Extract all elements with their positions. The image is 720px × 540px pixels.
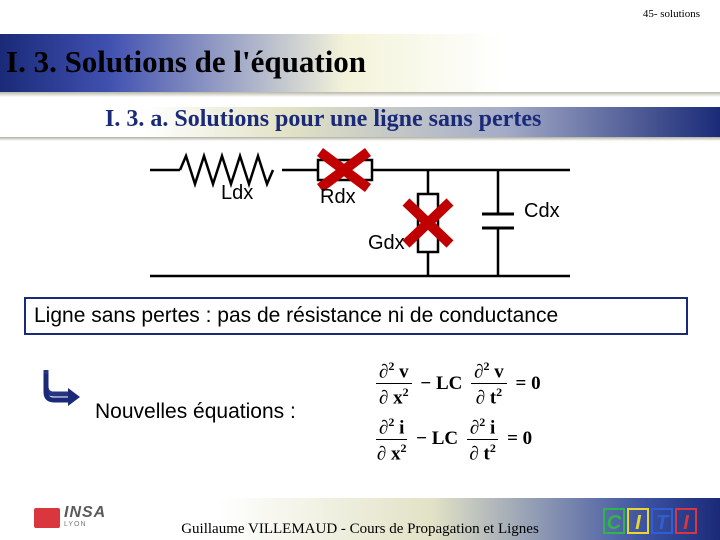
equations-block: ∂2 v∂ x2 − LC ∂2 v∂ t2 = 0 ∂2 i∂ x2 − LC… (372, 360, 541, 471)
label-R: Rdx (320, 186, 356, 209)
citi-letter: T (651, 508, 673, 534)
new-equations-label: Nouvelles équations : (95, 400, 296, 424)
equation-1: ∂2 v∂ x2 − LC ∂2 v∂ t2 = 0 (372, 360, 541, 408)
citi-letter: C (603, 508, 625, 534)
page-title: I. 3. Solutions de l'équation (6, 44, 366, 80)
arrow-icon (40, 370, 82, 421)
circuit-diagram (150, 148, 570, 288)
label-G: Gdx (368, 232, 405, 255)
label-L: Ldx (221, 182, 253, 205)
label-C: Cdx (524, 200, 560, 223)
page-number: 45- solutions (643, 8, 700, 20)
citi-letter: I (627, 508, 649, 534)
citi-letter: I (675, 508, 697, 534)
caption: Ligne sans pertes : pas de résistance ni… (24, 297, 688, 335)
citi-logo: CITI (602, 508, 698, 534)
page-subtitle: I. 3. a. Solutions pour une ligne sans p… (105, 106, 541, 133)
title-shadow (0, 92, 720, 97)
equation-2: ∂2 i∂ x2 − LC ∂2 i∂ t2 = 0 (372, 416, 541, 464)
subtitle-shadow (0, 137, 720, 141)
